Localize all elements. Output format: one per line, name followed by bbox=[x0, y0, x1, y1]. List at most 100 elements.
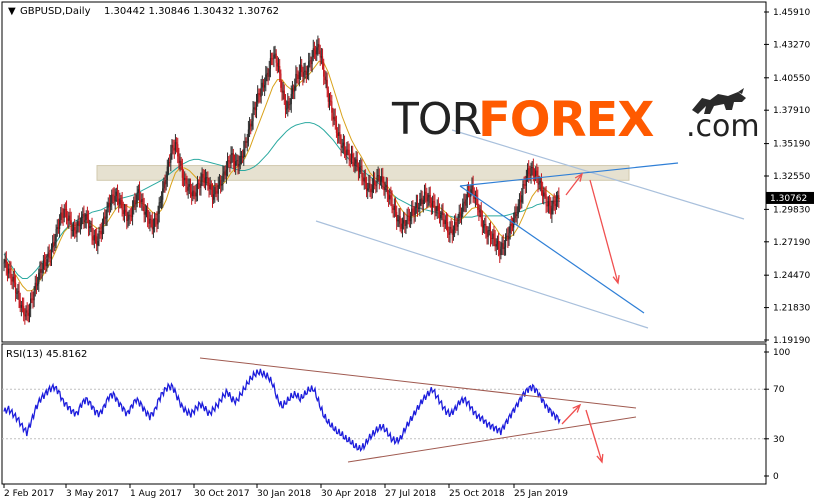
candle-body bbox=[342, 142, 344, 146]
candle-body bbox=[287, 101, 289, 109]
candle-body bbox=[52, 242, 54, 248]
current-price-box bbox=[766, 191, 814, 204]
candle-body bbox=[530, 168, 532, 176]
candle-body bbox=[248, 123, 251, 130]
candle-body bbox=[341, 145, 343, 148]
candle-body bbox=[385, 185, 387, 188]
candle-body bbox=[198, 183, 200, 185]
candle-body bbox=[544, 192, 546, 195]
candle-body bbox=[281, 87, 283, 93]
candle-body bbox=[26, 310, 28, 313]
candle-body bbox=[457, 217, 459, 227]
candle-body bbox=[108, 202, 111, 207]
candle-body bbox=[49, 257, 51, 259]
candle-body bbox=[113, 195, 115, 201]
candle-body bbox=[486, 233, 488, 237]
candle-body bbox=[229, 161, 231, 164]
candle-body bbox=[489, 230, 492, 239]
logo-forex-text: FOREX bbox=[478, 92, 654, 148]
candle-body bbox=[255, 102, 258, 111]
candle-body bbox=[114, 195, 116, 201]
candle-body bbox=[365, 182, 368, 191]
candle-body bbox=[476, 194, 478, 199]
candle-body bbox=[182, 177, 185, 181]
candle-body bbox=[10, 269, 12, 280]
candle-body bbox=[42, 260, 44, 269]
candle-body bbox=[217, 185, 219, 194]
candle-body bbox=[3, 262, 5, 264]
y-tick-label: 1.24470 bbox=[773, 271, 810, 281]
candle-body bbox=[34, 282, 36, 291]
candle-body bbox=[408, 215, 411, 222]
candle-body bbox=[115, 191, 117, 196]
candle-body bbox=[187, 186, 189, 191]
candle-body bbox=[367, 188, 369, 191]
candle-body bbox=[18, 290, 20, 300]
candle-body bbox=[288, 101, 290, 105]
candle-body bbox=[83, 214, 85, 223]
candle-body bbox=[553, 200, 555, 204]
candle-body bbox=[111, 194, 113, 204]
candle-body bbox=[99, 231, 101, 233]
candle-body bbox=[425, 191, 427, 195]
candle-body bbox=[100, 231, 102, 235]
candle-body bbox=[309, 60, 311, 62]
candle-body bbox=[335, 121, 338, 134]
candle-body bbox=[74, 226, 76, 231]
candle-body bbox=[39, 269, 41, 273]
candle-body bbox=[528, 168, 530, 175]
candle-body bbox=[451, 228, 453, 235]
candle-body bbox=[221, 183, 223, 186]
candle-body bbox=[133, 200, 135, 208]
candle-body bbox=[368, 183, 370, 189]
candle-body bbox=[554, 203, 556, 206]
candle-body bbox=[172, 145, 174, 148]
candle-body bbox=[450, 226, 452, 229]
candle-body bbox=[50, 247, 53, 259]
candle-body bbox=[277, 66, 280, 68]
candle-body bbox=[394, 205, 397, 212]
candle-body bbox=[60, 212, 62, 220]
candle-body bbox=[9, 268, 11, 270]
candle-body bbox=[447, 221, 449, 233]
rsi-tick-label: 30 bbox=[773, 435, 785, 445]
candle-body bbox=[509, 223, 511, 233]
candle-body bbox=[90, 225, 92, 227]
rsi-arrow-down-head bbox=[596, 453, 604, 464]
rsi-pane[interactable] bbox=[1, 343, 767, 485]
candle-body bbox=[247, 129, 250, 142]
x-tick-label: 30 Jan 2018 bbox=[257, 489, 311, 499]
candle-body bbox=[81, 215, 83, 226]
candle-body bbox=[266, 72, 268, 75]
candle-body bbox=[32, 299, 34, 301]
y-tick-label: 1.32550 bbox=[773, 172, 810, 182]
candle-body bbox=[225, 169, 227, 176]
candle-body bbox=[243, 149, 245, 159]
candle-body bbox=[209, 184, 211, 189]
price-pane[interactable] bbox=[1, 1, 767, 343]
candle-body bbox=[280, 73, 282, 88]
candle-body bbox=[359, 167, 361, 173]
candle-body bbox=[41, 268, 43, 273]
candle-body bbox=[84, 220, 86, 223]
candle-body bbox=[396, 211, 398, 222]
candle-body bbox=[196, 183, 199, 193]
candle-body bbox=[319, 50, 321, 58]
candle-body bbox=[218, 180, 221, 186]
candle-body bbox=[240, 155, 243, 157]
candle-body bbox=[379, 180, 382, 182]
candle-body bbox=[412, 208, 414, 213]
y-tick-label: 1.45910 bbox=[773, 8, 810, 18]
candle-body bbox=[140, 200, 142, 203]
candle-body bbox=[409, 215, 412, 222]
candle-body bbox=[433, 201, 435, 203]
candle-body bbox=[207, 177, 209, 187]
candle-body bbox=[134, 200, 136, 204]
candle-body bbox=[444, 220, 446, 225]
candle-body bbox=[291, 88, 294, 94]
candle-body bbox=[392, 207, 394, 210]
candle-body bbox=[20, 304, 22, 308]
candle-body bbox=[427, 197, 429, 202]
candle-body bbox=[270, 58, 273, 60]
